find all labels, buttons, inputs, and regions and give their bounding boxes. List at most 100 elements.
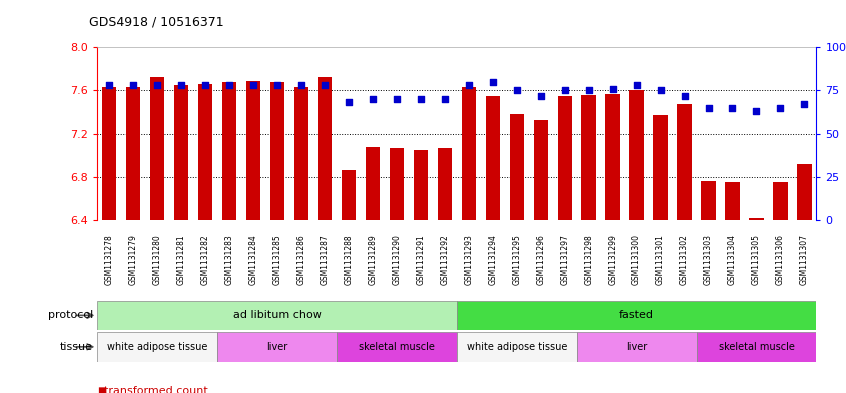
Point [222, 82, 236, 88]
Point [246, 82, 260, 88]
Bar [437, 148, 452, 220]
Text: fasted: fasted [619, 310, 654, 320]
Point [701, 105, 715, 111]
Text: white adipose tissue: white adipose tissue [467, 342, 567, 352]
Point [654, 87, 667, 94]
Text: GSM1131305: GSM1131305 [752, 234, 761, 285]
Bar [102, 87, 117, 220]
Text: GSM1131281: GSM1131281 [177, 234, 185, 285]
Text: GSM1131298: GSM1131298 [585, 234, 593, 285]
Bar [678, 105, 692, 220]
Text: GSM1131282: GSM1131282 [201, 234, 210, 285]
Point [198, 82, 212, 88]
Point [318, 82, 332, 88]
Text: transformed count: transformed count [97, 386, 208, 393]
Text: GSM1131291: GSM1131291 [416, 234, 426, 285]
Bar [97, 301, 457, 330]
Bar [581, 95, 596, 220]
Bar [797, 164, 811, 220]
Bar [270, 82, 284, 220]
Point [798, 101, 811, 107]
Bar [653, 115, 667, 220]
Bar [606, 94, 620, 220]
Text: skeletal muscle: skeletal muscle [359, 342, 435, 352]
Bar [457, 332, 577, 362]
Text: GSM1131288: GSM1131288 [344, 234, 354, 285]
Bar [414, 150, 428, 220]
Point [678, 92, 691, 99]
Text: GSM1131297: GSM1131297 [560, 234, 569, 285]
Text: GSM1131301: GSM1131301 [656, 234, 665, 285]
Text: GSM1131304: GSM1131304 [728, 234, 737, 285]
Text: GSM1131286: GSM1131286 [297, 234, 305, 285]
Bar [337, 332, 457, 362]
Text: tissue: tissue [60, 342, 93, 352]
Bar [701, 181, 716, 220]
Point [510, 87, 524, 94]
Text: skeletal muscle: skeletal muscle [718, 342, 794, 352]
Bar [390, 148, 404, 220]
Text: GSM1131284: GSM1131284 [249, 234, 257, 285]
Point [750, 108, 763, 114]
Point [174, 82, 188, 88]
Bar [365, 147, 380, 220]
Bar [773, 182, 788, 220]
Point [127, 82, 140, 88]
Bar [509, 114, 524, 220]
Point [486, 79, 499, 85]
Bar [629, 90, 644, 220]
Bar [198, 84, 212, 220]
Bar [342, 170, 356, 220]
Text: GDS4918 / 10516371: GDS4918 / 10516371 [89, 16, 223, 29]
Text: protocol: protocol [48, 310, 93, 320]
Text: GSM1131283: GSM1131283 [225, 234, 233, 285]
Bar [222, 82, 236, 220]
Point [390, 96, 404, 102]
Text: GSM1131285: GSM1131285 [272, 234, 282, 285]
Bar [558, 96, 572, 220]
Text: GSM1131293: GSM1131293 [464, 234, 473, 285]
Bar [577, 332, 696, 362]
Text: ad libitum chow: ad libitum chow [233, 310, 321, 320]
Point [415, 96, 427, 102]
Point [342, 99, 356, 106]
Bar [318, 77, 332, 220]
Bar [97, 332, 217, 362]
Point [629, 82, 643, 88]
Bar [462, 87, 476, 220]
Bar [750, 218, 764, 220]
Point [102, 82, 116, 88]
Text: GSM1131292: GSM1131292 [441, 234, 449, 285]
Point [366, 96, 380, 102]
Point [271, 82, 284, 88]
Text: GSM1131302: GSM1131302 [680, 234, 689, 285]
Bar [696, 332, 816, 362]
Text: GSM1131303: GSM1131303 [704, 234, 713, 285]
Point [606, 86, 619, 92]
Text: liver: liver [626, 342, 647, 352]
Text: GSM1131279: GSM1131279 [129, 234, 138, 285]
Text: GSM1131307: GSM1131307 [800, 234, 809, 285]
Text: white adipose tissue: white adipose tissue [107, 342, 207, 352]
Bar [217, 332, 337, 362]
Text: liver: liver [266, 342, 288, 352]
Point [438, 96, 452, 102]
Text: GSM1131289: GSM1131289 [369, 234, 377, 285]
Bar [246, 81, 261, 220]
Text: GSM1131294: GSM1131294 [488, 234, 497, 285]
Bar [174, 85, 189, 220]
Point [558, 87, 572, 94]
Point [773, 105, 787, 111]
Text: GSM1131306: GSM1131306 [776, 234, 785, 285]
Bar [294, 87, 308, 220]
Text: GSM1131300: GSM1131300 [632, 234, 641, 285]
Point [726, 105, 739, 111]
Text: ■: ■ [97, 386, 107, 393]
Bar [486, 96, 500, 220]
Text: GSM1131296: GSM1131296 [536, 234, 545, 285]
Point [534, 92, 547, 99]
Point [582, 87, 596, 94]
Point [462, 82, 475, 88]
Bar [534, 119, 548, 220]
Bar [725, 182, 739, 220]
